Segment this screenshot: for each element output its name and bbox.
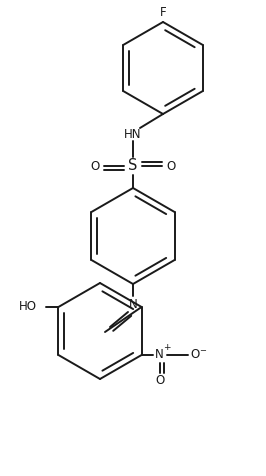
- Text: HN: HN: [124, 128, 142, 140]
- Text: HO: HO: [18, 300, 36, 314]
- Text: +: +: [163, 343, 170, 351]
- Text: O$^{-}$: O$^{-}$: [190, 348, 207, 361]
- Text: F: F: [160, 6, 166, 19]
- Text: O: O: [90, 159, 100, 172]
- Text: S: S: [128, 159, 138, 173]
- Text: N: N: [155, 348, 164, 361]
- Text: O: O: [166, 159, 176, 172]
- Text: N: N: [129, 298, 137, 310]
- Text: O: O: [155, 375, 164, 387]
